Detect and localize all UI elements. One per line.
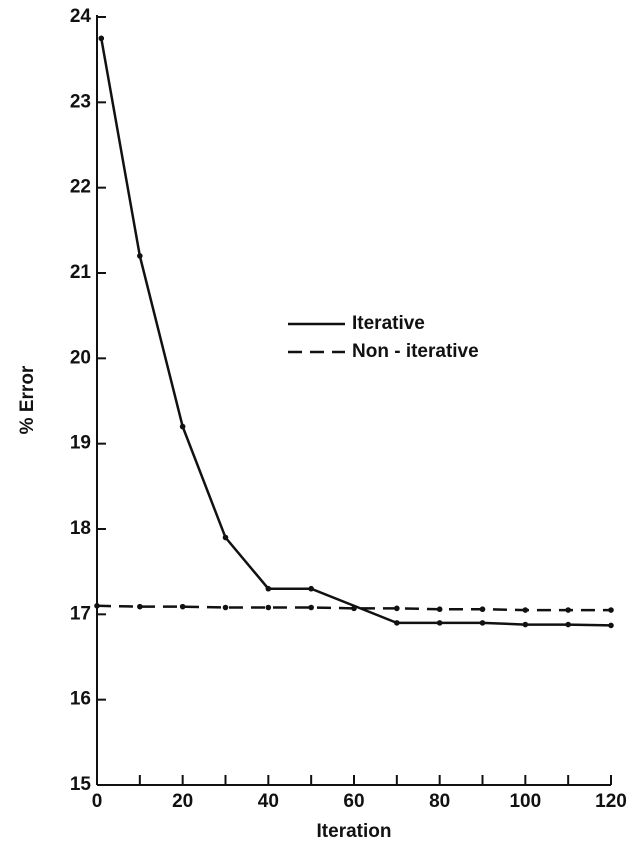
- point: [179, 423, 186, 430]
- point: [137, 603, 143, 610]
- y-tick-label: 23: [70, 91, 91, 112]
- x-tick-label: 20: [172, 791, 193, 812]
- point: [479, 606, 486, 613]
- point: [522, 607, 529, 613]
- legend-label: Iterative: [352, 313, 425, 334]
- point: [98, 35, 105, 42]
- y-tick-label: 24: [70, 6, 92, 27]
- point: [522, 621, 529, 628]
- y-tick-label: 22: [70, 177, 91, 198]
- point: [394, 620, 400, 626]
- y-tick-label: 19: [70, 433, 91, 454]
- point: [608, 607, 614, 613]
- point: [179, 603, 186, 610]
- x-tick-label: 60: [343, 791, 364, 812]
- y-axis-label: % Error: [17, 365, 38, 434]
- point: [222, 534, 229, 541]
- y-tick-label: 15: [70, 774, 92, 795]
- point: [94, 603, 100, 609]
- point: [265, 585, 272, 592]
- point: [265, 604, 272, 611]
- x-tick-label: 100: [509, 791, 541, 812]
- y-tick-label: 17: [70, 603, 91, 624]
- point: [308, 604, 314, 611]
- x-tick-label: 120: [595, 791, 627, 812]
- x-axis-label: Iteration: [317, 821, 392, 842]
- legend-label: Non - iterative: [352, 341, 479, 362]
- point: [565, 607, 571, 613]
- x-tick-label: 40: [258, 791, 279, 812]
- y-tick-label: 18: [70, 518, 91, 539]
- point: [565, 621, 571, 628]
- point: [479, 620, 486, 626]
- point: [351, 605, 357, 612]
- y-tick-label: 20: [70, 347, 91, 368]
- point: [308, 585, 314, 592]
- point: [222, 604, 229, 611]
- point: [436, 620, 443, 626]
- point: [608, 622, 614, 629]
- point: [137, 253, 143, 259]
- y-tick-label: 16: [70, 689, 91, 710]
- point: [394, 605, 400, 612]
- y-tick-label: 21: [70, 262, 92, 283]
- x-tick-label: 0: [92, 791, 103, 812]
- x-tick-label: 80: [429, 791, 450, 812]
- point: [436, 606, 443, 613]
